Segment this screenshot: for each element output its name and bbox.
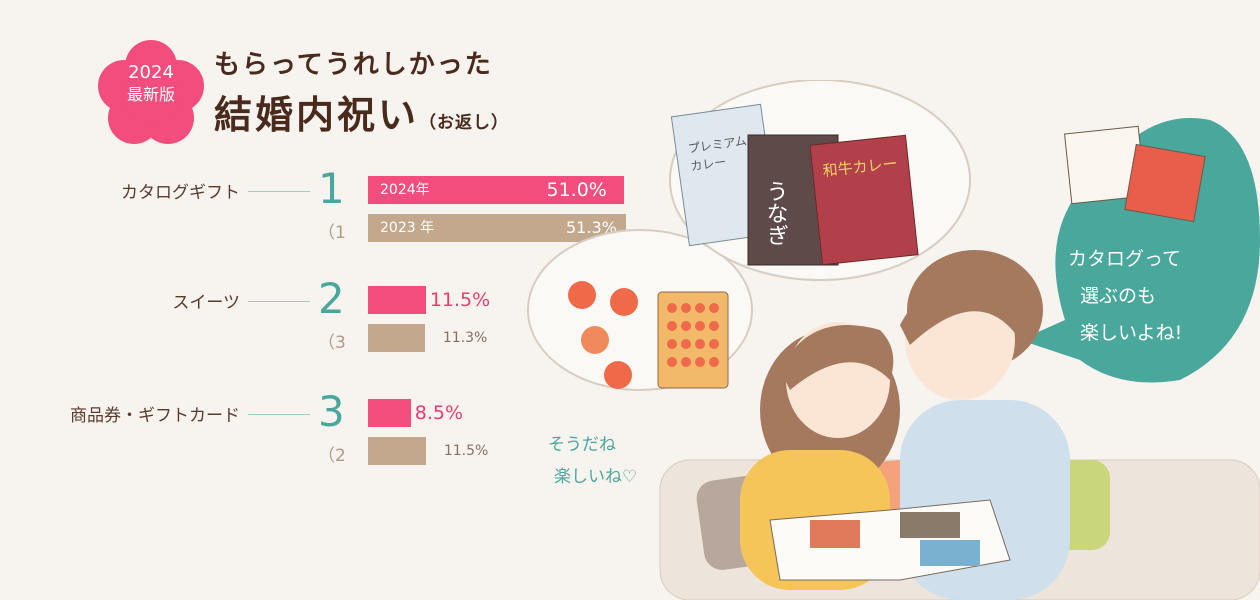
rank-2023: （1	[318, 223, 346, 243]
rank-2023: （2	[318, 446, 346, 466]
bar-2024	[368, 176, 625, 204]
rank-2024: 2	[318, 274, 345, 323]
speech-right-3: 楽しいよね!	[1080, 322, 1182, 344]
value-label-2023: 11.3%	[442, 330, 488, 346]
value-label-2024: 11.5%	[429, 289, 491, 311]
value-label-2023: 51.3%	[566, 218, 617, 237]
book-label-2: うなぎ	[763, 180, 788, 246]
title-suffix: （お返し）	[419, 113, 510, 133]
leader-line	[248, 414, 310, 415]
category-label: スイーツ	[172, 293, 240, 313]
value-label-2024: 8.5%	[414, 402, 464, 424]
series-label-2024: 2024年	[380, 182, 430, 198]
series-label-2023: 2023 年	[380, 220, 435, 236]
badge-year: 2024	[128, 62, 174, 83]
speech-left-1: そうだね	[548, 435, 616, 455]
speech-left-2: 楽しいね♡	[554, 467, 637, 487]
rank-2024: 3	[318, 387, 345, 436]
title-line-1: もらってうれしかった	[214, 50, 493, 80]
flower-badge-icon	[98, 40, 204, 144]
leader-line	[248, 191, 310, 192]
category-label: 商品券・ギフトカード	[70, 406, 240, 426]
value-label-2023: 11.5%	[443, 443, 489, 459]
bar-2024	[368, 399, 411, 427]
title-main: 結婚内祝い	[214, 93, 420, 137]
rank-2024: 1	[318, 164, 345, 213]
leader-line	[248, 301, 310, 302]
bar-2023	[368, 214, 626, 242]
category-label: カタログギフト	[121, 183, 240, 203]
speech-right-1: カタログって	[1068, 248, 1181, 270]
couple-illustration: プレミアム カレー うなぎ 和牛カレー カタログって 選ぶのも 楽しいよね! そ…	[527, 80, 1260, 600]
bar-2024	[368, 286, 426, 314]
badge-text: 2024 最新版	[96, 62, 206, 106]
speech-right-2: 選ぶのも	[1080, 285, 1156, 307]
bar-2023	[368, 324, 425, 352]
title-line-2: 結婚内祝い（お返し）	[214, 84, 509, 139]
value-label-2024: 51.0%	[546, 179, 607, 201]
book-label-1b: カレー	[690, 155, 728, 174]
badge-edition: 最新版	[126, 85, 175, 104]
bar-2023	[368, 437, 426, 465]
rank-2023: （3	[318, 333, 346, 353]
